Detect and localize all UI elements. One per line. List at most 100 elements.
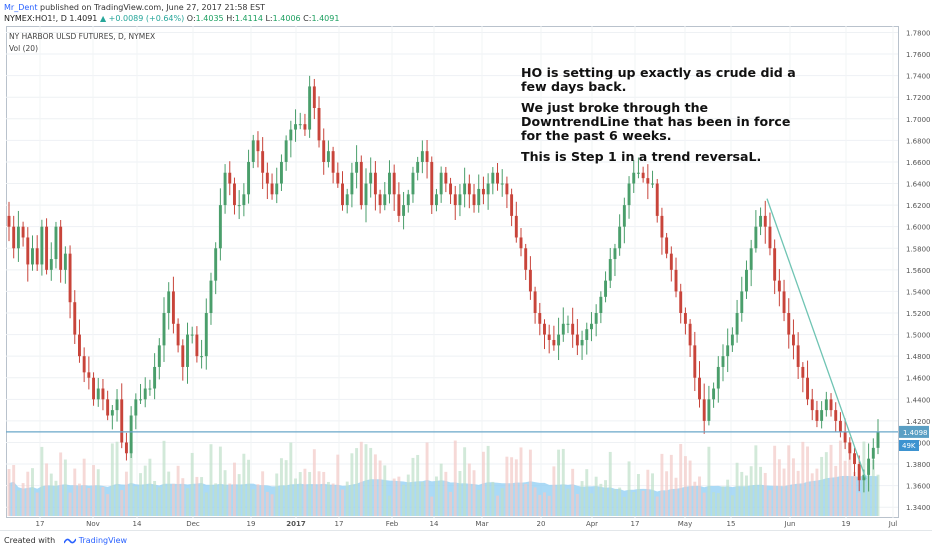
volume-bar	[618, 487, 622, 516]
candle-body	[763, 215, 767, 227]
candle-body	[463, 183, 467, 195]
volume-bar	[82, 458, 86, 516]
price-tick-label: 1.5400	[906, 288, 931, 296]
volume-bar	[688, 460, 692, 516]
candle-body	[383, 194, 387, 206]
candle-body	[810, 399, 814, 411]
candle-body	[181, 345, 185, 367]
candle-body	[665, 237, 669, 254]
volume-bar	[566, 488, 570, 516]
volume-bar	[679, 443, 683, 516]
candle-body	[31, 248, 34, 265]
volume-bar	[519, 447, 523, 516]
volume-bar	[491, 481, 495, 516]
candle-body	[726, 345, 730, 357]
candle-body	[87, 372, 91, 378]
candle-body	[82, 356, 86, 373]
volume-bar	[636, 474, 640, 516]
candle-body	[575, 334, 579, 346]
price-tick-label: 1.5200	[906, 310, 931, 318]
price-tick-label: 1.4400	[906, 396, 931, 404]
volume-bar	[735, 462, 739, 516]
volume-bar	[237, 474, 241, 516]
volume-bar	[279, 458, 283, 516]
time-tick-label: Jul	[888, 520, 898, 528]
created-with: Created with TradingView	[4, 536, 127, 545]
candle-body	[270, 183, 274, 195]
low-label: L:	[265, 14, 273, 23]
price-tick-label: 1.4600	[906, 375, 931, 383]
volume-bar	[247, 459, 251, 516]
volume-bar	[698, 476, 701, 516]
candle-body	[124, 442, 128, 454]
candle-body	[326, 151, 330, 162]
candle-body	[397, 194, 401, 216]
candle-body	[336, 172, 340, 184]
volume-bar	[543, 492, 546, 516]
volume-bar	[853, 471, 856, 516]
volume-bar	[411, 457, 415, 516]
volume-bar	[505, 456, 509, 516]
volume-bar	[176, 465, 180, 516]
volume-bar	[716, 493, 720, 516]
candle-body	[566, 323, 570, 325]
candle-body	[768, 226, 772, 249]
volume-legend: Vol (20)	[9, 44, 39, 53]
candle-body	[120, 399, 124, 443]
price-tick-label: 1.7400	[906, 73, 931, 81]
candle-body	[500, 183, 504, 185]
volume-bar	[392, 478, 396, 516]
volume-bar	[256, 484, 260, 516]
candle-body	[373, 172, 377, 195]
candle-body	[543, 323, 546, 335]
price-tick-label: 1.5600	[906, 267, 931, 275]
volume-bar	[251, 489, 255, 516]
price-tick-label: 1.6200	[906, 202, 931, 210]
candle-body	[599, 296, 603, 313]
price-tick-label: 1.3600	[906, 483, 931, 491]
volume-bar	[68, 492, 72, 516]
candle-body	[115, 399, 119, 411]
volume-bar	[420, 481, 424, 516]
volume-bar	[848, 449, 852, 516]
volume-bar	[500, 488, 504, 516]
tradingview-brand[interactable]: TradingView	[78, 536, 128, 545]
candle-body	[129, 415, 133, 454]
volume-bar	[16, 490, 20, 516]
candle-body	[571, 323, 575, 335]
candle-body	[528, 269, 532, 292]
volume-bar	[143, 465, 147, 516]
volume-bar	[575, 494, 579, 516]
price-tick-label: 1.7800	[906, 29, 931, 37]
time-tick-label: Feb	[386, 520, 399, 528]
volume-bar	[547, 495, 551, 516]
candle-body	[834, 410, 838, 421]
candle-body	[176, 323, 180, 346]
author-link[interactable]: Mr_Dent	[4, 3, 38, 12]
candle-body	[749, 248, 753, 270]
candle-body	[96, 388, 100, 400]
volume-bar	[63, 459, 67, 516]
volume-bar	[331, 483, 335, 516]
candle-body	[759, 215, 763, 227]
volume-bar	[265, 491, 269, 516]
volume-bar	[740, 471, 744, 516]
candle-body	[247, 161, 251, 195]
candle-body	[848, 442, 852, 454]
candle-body	[646, 178, 650, 184]
price-tick-label: 1.3400	[906, 504, 931, 512]
candle-body	[590, 323, 593, 330]
candle-body	[434, 194, 438, 206]
volume-bar	[557, 449, 561, 516]
volume-bar	[303, 468, 307, 516]
volume-bar	[707, 446, 711, 516]
candle-body	[510, 194, 514, 216]
time-tick-label: Jun	[784, 520, 796, 528]
volume-bar	[416, 454, 420, 516]
candle-body	[369, 172, 373, 184]
candle-body	[312, 86, 316, 108]
candle-body	[721, 356, 725, 367]
candle-body	[68, 253, 72, 303]
volume-bar	[336, 454, 340, 516]
